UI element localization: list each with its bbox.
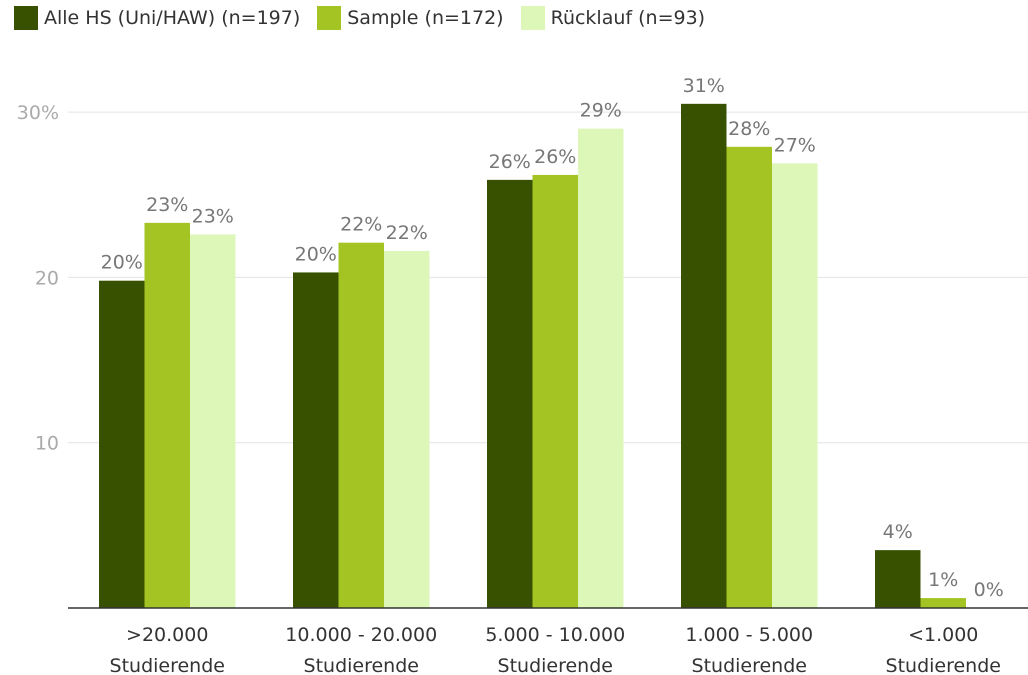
category-label-line: 1.000 - 5.000 bbox=[685, 624, 813, 646]
bar-s0-c2 bbox=[487, 179, 533, 609]
bar-s2-c1 bbox=[384, 250, 430, 608]
category-label-1: 10.000 - 20.000 Studierende bbox=[285, 624, 437, 675]
legend-label-ruecklauf: Rücklauf (n=93) bbox=[550, 7, 706, 29]
bar-s1-c3 bbox=[726, 146, 772, 609]
value-label-s0-c0: 20% bbox=[101, 252, 143, 274]
legend-item-sample: Sample (n=172) bbox=[317, 6, 504, 30]
value-label-s0-c3: 31% bbox=[683, 75, 725, 97]
value-label-s0-c4: 4% bbox=[883, 521, 913, 543]
value-label-s2-c2: 29% bbox=[580, 100, 622, 122]
value-label-s2-c0: 23% bbox=[192, 205, 234, 227]
category-label-line: >20.000 bbox=[126, 624, 208, 646]
legend-swatch-sample bbox=[317, 6, 342, 30]
category-label-2: 5.000 - 10.000 Studierende bbox=[485, 624, 625, 675]
y-axis-ticks: 10 20 30% bbox=[17, 102, 59, 455]
value-label-s2-c3: 27% bbox=[774, 134, 816, 156]
legend-swatch-ruecklauf bbox=[520, 6, 545, 30]
bar-s2-c0 bbox=[190, 234, 236, 608]
value-label-s1-c2: 26% bbox=[534, 146, 576, 168]
category-label-line: Studierende bbox=[110, 655, 225, 675]
category-label-3: 1.000 - 5.000 Studierende bbox=[685, 624, 813, 675]
category-label-4: <1.000 Studierende bbox=[886, 624, 1001, 675]
category-label-line: Studierende bbox=[498, 655, 613, 675]
legend: Alle HS (Uni/HAW) (n=197) Sample (n=172)… bbox=[14, 5, 722, 31]
bar-s0-c0 bbox=[99, 280, 145, 608]
bar-s2-c2 bbox=[578, 128, 624, 608]
bar-s0-c1 bbox=[293, 272, 339, 608]
legend-item-alle-hs: Alle HS (Uni/HAW) (n=197) bbox=[14, 6, 300, 30]
bar-s0-c3 bbox=[681, 103, 727, 609]
bar-s1-c1 bbox=[338, 242, 384, 608]
value-label-s2-c1: 22% bbox=[386, 222, 428, 244]
value-label-s0-c1: 20% bbox=[295, 243, 337, 265]
legend-swatch-alle-hs bbox=[14, 6, 38, 30]
y-tick-label-20: 20 bbox=[35, 267, 59, 289]
value-label-s1-c0: 23% bbox=[146, 194, 188, 216]
category-label-line: <1.000 bbox=[908, 624, 978, 646]
value-label-s1-c4: 1% bbox=[928, 569, 958, 591]
x-axis-categories: >20.000 Studierende 10.000 - 20.000 Studier… bbox=[110, 624, 1001, 675]
category-label-line: 10.000 - 20.000 bbox=[285, 624, 437, 646]
value-label-s2-c4: 0% bbox=[974, 579, 1004, 601]
category-label-line: 5.000 - 10.000 bbox=[485, 624, 625, 646]
y-tick-label-10: 10 bbox=[35, 433, 59, 455]
category-label-line: Studierende bbox=[886, 655, 1001, 675]
bar-s0-c4 bbox=[875, 550, 921, 608]
bars bbox=[99, 103, 966, 609]
bar-s1-c0 bbox=[144, 222, 190, 608]
value-label-s0-c2: 26% bbox=[489, 151, 531, 173]
bar-s1-c2 bbox=[532, 174, 578, 608]
bar-s2-c3 bbox=[772, 163, 818, 608]
value-label-s1-c3: 28% bbox=[728, 118, 770, 140]
bar-s1-c4 bbox=[920, 598, 966, 608]
value-label-s1-c1: 22% bbox=[340, 214, 382, 236]
legend-item-ruecklauf: Rücklauf (n=93) bbox=[520, 6, 706, 30]
category-label-0: >20.000 Studierende bbox=[110, 624, 225, 675]
category-label-line: Studierende bbox=[692, 655, 807, 675]
category-label-line: Studierende bbox=[304, 655, 419, 675]
legend-label-alle-hs: Alle HS (Uni/HAW) (n=197) bbox=[44, 7, 301, 29]
value-labels: 20% 20% 26% 31% 4% 23% 22% 26% 28% 1% 23% 22% 29% 27%… bbox=[101, 75, 1004, 601]
legend-label-sample: Sample (n=172) bbox=[347, 7, 504, 29]
y-tick-label-30: 30% bbox=[17, 102, 59, 124]
